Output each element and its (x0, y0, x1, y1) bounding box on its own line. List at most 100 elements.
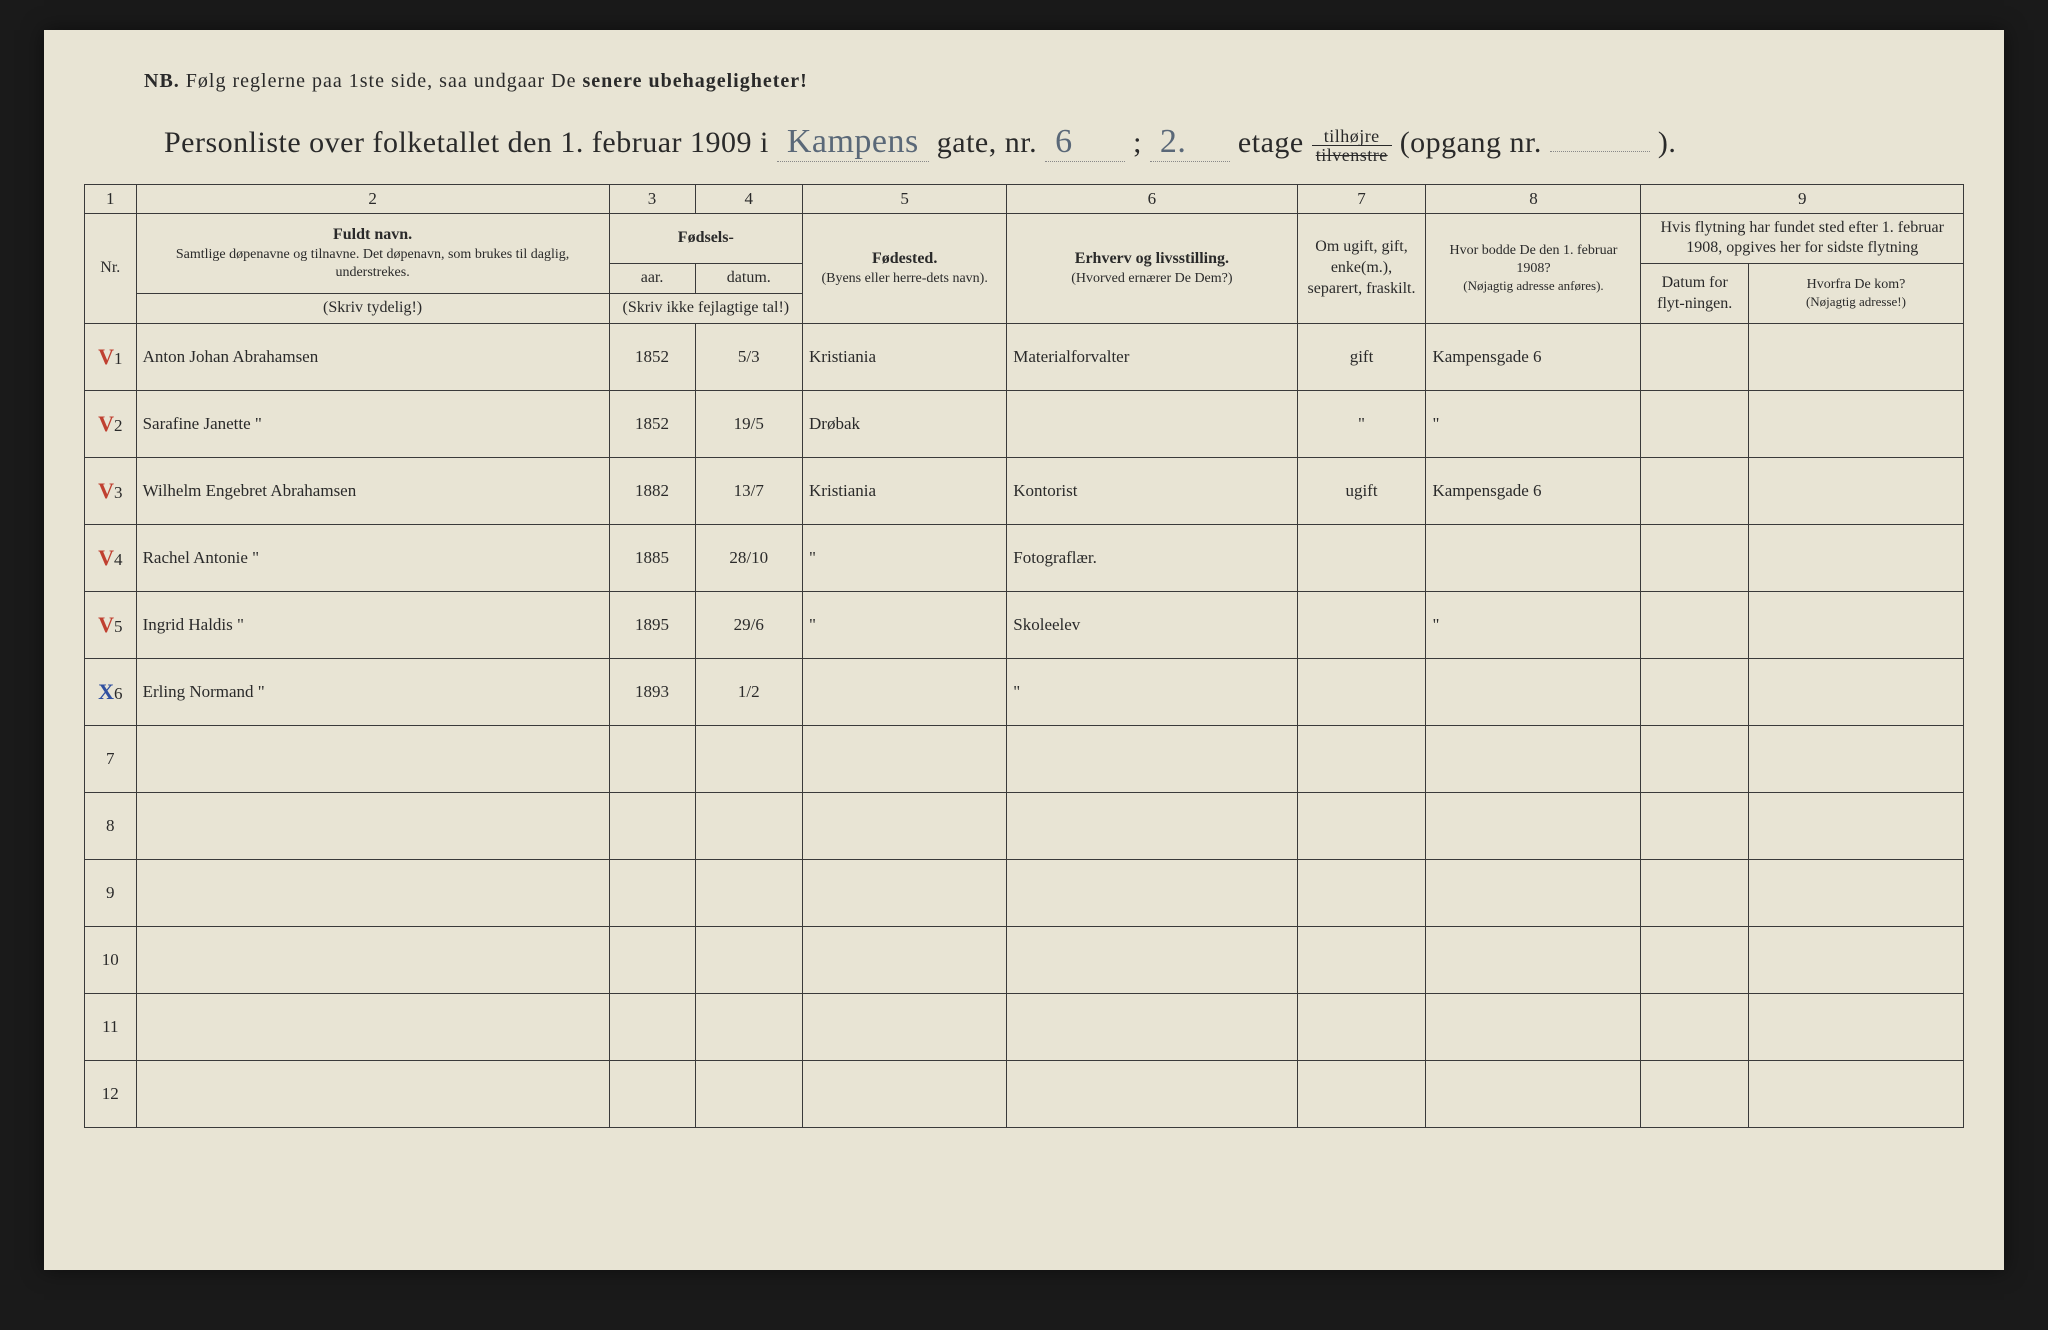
birthplace (803, 658, 1007, 725)
hdr-name: Fuldt navn. Samtlige døpenavne og tilnav… (136, 213, 609, 293)
move-date (1641, 725, 1748, 792)
birth-year: 1852 (609, 390, 695, 457)
row-nr: 7 (85, 725, 137, 792)
prev-address (1426, 725, 1641, 792)
prev-address: " (1426, 591, 1641, 658)
table-row: 10 (85, 926, 1964, 993)
marital-status: " (1297, 390, 1426, 457)
full-name: Wilhelm Engebret Abrahamsen (136, 457, 609, 524)
move-date (1641, 591, 1748, 658)
row-nr: 9 (85, 859, 137, 926)
colnum-5: 5 (803, 184, 1007, 213)
title-semi: ; (1133, 126, 1142, 159)
row-number: 12 (102, 1084, 119, 1103)
table-body: V1Anton Johan Abrahamsen18525/3Kristiani… (85, 323, 1964, 1127)
full-name (136, 926, 609, 993)
row-number: 6 (114, 684, 123, 703)
full-name (136, 993, 609, 1060)
marital-status: gift (1297, 323, 1426, 390)
tilvenstre: tilvenstre (1312, 146, 1392, 164)
row-nr: 10 (85, 926, 137, 993)
table-row: 9 (85, 859, 1964, 926)
prev-address: Kampensgade 6 (1426, 457, 1641, 524)
table-row: V2Sarafine Janette "185219/5Drøbak"" (85, 390, 1964, 457)
check-mark: V (98, 545, 114, 570)
moved-from (1748, 658, 1963, 725)
colnum-9: 9 (1641, 184, 1964, 213)
row-number: 1 (114, 349, 123, 368)
birthplace (803, 859, 1007, 926)
move-date (1641, 524, 1748, 591)
prev-address (1426, 792, 1641, 859)
birthplace (803, 792, 1007, 859)
row-nr: V3 (85, 457, 137, 524)
birth-year (609, 993, 695, 1060)
hdr-hvorfra-t: Hvorfra De kom? (1755, 276, 1957, 294)
move-date (1641, 323, 1748, 390)
colnum-4: 4 (695, 184, 802, 213)
nb-text1: Følg reglerne paa 1ste side, saa undgaar… (186, 70, 577, 92)
table-row: 8 (85, 792, 1964, 859)
birth-year (609, 926, 695, 993)
birthplace (803, 1060, 1007, 1127)
hdr-fuldt-sub: Samtlige døpenavne og tilnavne. Det døpe… (143, 246, 603, 282)
hdr-skriv-tyd: (Skriv tydelig!) (136, 294, 609, 324)
row-number: 2 (114, 416, 123, 435)
occupation (1007, 1060, 1297, 1127)
full-name (136, 792, 609, 859)
birth-year (609, 1060, 695, 1127)
birth-date: 13/7 (695, 457, 802, 524)
table-row: V4Rachel Antonie "188528/10"Fotograflær. (85, 524, 1964, 591)
marital-status (1297, 524, 1426, 591)
birth-year: 1895 (609, 591, 695, 658)
occupation: " (1007, 658, 1297, 725)
check-mark: V (98, 612, 114, 637)
nb-warning: NB. Følg reglerne paa 1ste side, saa und… (144, 70, 1964, 93)
birth-date: 19/5 (695, 390, 802, 457)
title-t4: (opgang nr. (1400, 126, 1542, 159)
row-nr: 11 (85, 993, 137, 1060)
marital-status (1297, 658, 1426, 725)
row-number: 9 (106, 883, 115, 902)
moved-from (1748, 591, 1963, 658)
side-fraction: tilhøjre tilvenstre (1312, 127, 1392, 164)
row-nr: V5 (85, 591, 137, 658)
marital-status (1297, 725, 1426, 792)
birthplace (803, 725, 1007, 792)
birth-year: 1882 (609, 457, 695, 524)
birth-date: 28/10 (695, 524, 802, 591)
table-row: 11 (85, 993, 1964, 1060)
row-number: 10 (102, 950, 119, 969)
move-date (1641, 926, 1748, 993)
hdr-hvorfra-sub: (Nøjagtig adresse!) (1755, 294, 1957, 311)
hdr-nr: Nr. (85, 213, 137, 323)
row-number: 11 (102, 1017, 118, 1036)
birthplace: Drøbak (803, 390, 1007, 457)
table-row: 12 (85, 1060, 1964, 1127)
birthplace: Kristiania (803, 457, 1007, 524)
column-number-row: 1 2 3 4 5 6 7 8 9 (85, 184, 1964, 213)
moved-from (1748, 792, 1963, 859)
occupation: Skoleelev (1007, 591, 1297, 658)
birth-date (695, 1060, 802, 1127)
prev-address (1426, 859, 1641, 926)
full-name: Ingrid Haldis " (136, 591, 609, 658)
occupation (1007, 926, 1297, 993)
title-t2: gate, nr. (937, 126, 1037, 159)
marital-status: ugift (1297, 457, 1426, 524)
hdr-fodsels: Fødsels- (609, 213, 802, 264)
row-number: 3 (114, 483, 123, 502)
hdr-hvorfra: Hvorfra De kom? (Nøjagtig adresse!) (1748, 264, 1963, 324)
hdr-ugift: Om ugift, gift, enke(m.), separert, fras… (1297, 213, 1426, 323)
marital-status (1297, 792, 1426, 859)
move-date (1641, 792, 1748, 859)
check-mark: V (98, 411, 114, 436)
move-date (1641, 1060, 1748, 1127)
birth-year: 1852 (609, 323, 695, 390)
hdr-fodested-sub: (Byens eller herre-dets navn). (809, 270, 1000, 288)
move-date (1641, 457, 1748, 524)
table-row: 7 (85, 725, 1964, 792)
title-t1: Personliste over folketallet den 1. febr… (164, 126, 769, 159)
row-nr: V1 (85, 323, 137, 390)
birthplace: " (803, 591, 1007, 658)
